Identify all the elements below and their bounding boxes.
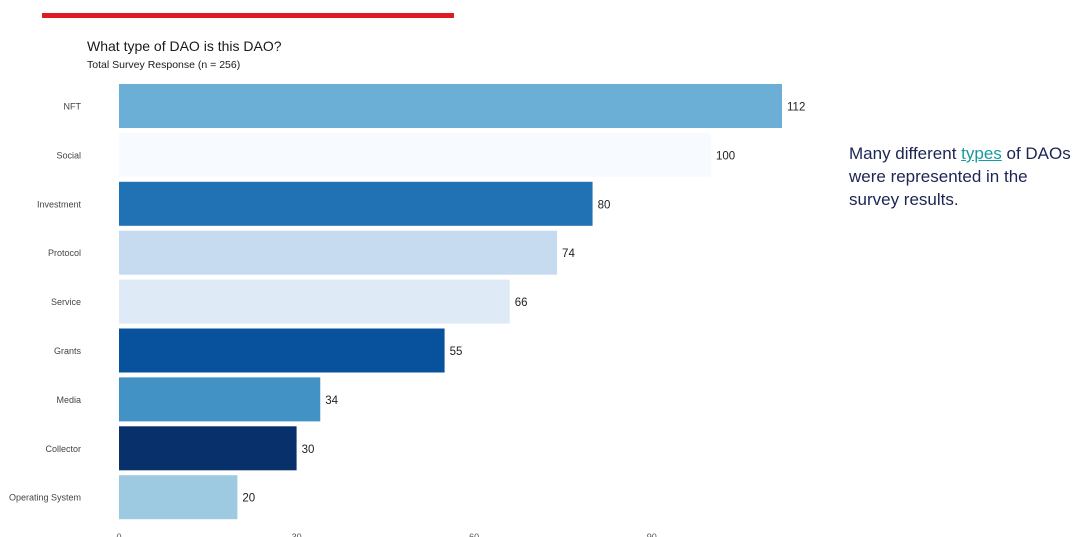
category-label-media: Media	[56, 395, 81, 405]
value-label-nft: 112	[787, 102, 805, 114]
x-tick-label-30: 30	[292, 532, 302, 537]
category-label-operating-system: Operating System	[9, 493, 81, 503]
bar-operating-system	[119, 475, 238, 520]
bar-media	[119, 377, 321, 422]
note-text-end: of DAOs were represented in the survey r…	[849, 144, 1071, 209]
slide-note: Many different types of DAOs were repres…	[849, 142, 1074, 211]
value-label-collector: 30	[302, 444, 315, 456]
chart-title: What type of DAO is this DAO?	[87, 38, 282, 54]
note-text-start: Many different	[849, 144, 962, 163]
value-label-investment: 80	[598, 199, 611, 211]
x-tick-label-90: 90	[647, 532, 657, 537]
x-tick-label-60: 60	[469, 532, 479, 537]
bar-chart: NFT 112 Social 100 Investment 80 Protocol 74 Ser…	[9, 84, 805, 537]
category-label-service: Service	[51, 297, 81, 307]
category-label-social: Social	[56, 150, 81, 160]
category-label-grants: Grants	[54, 346, 82, 356]
category-label-investment: Investment	[37, 199, 82, 209]
x-tick-label-0: 0	[116, 532, 121, 537]
chart-subtitle: Total Survey Response (n = 256)	[87, 59, 241, 71]
value-label-protocol: 74	[562, 248, 575, 260]
value-label-social: 100	[716, 150, 735, 162]
types-link[interactable]: types	[961, 144, 1002, 163]
bar-protocol	[119, 230, 558, 275]
value-label-media: 34	[325, 395, 338, 407]
value-label-grants: 55	[450, 346, 463, 358]
bar-grants	[119, 328, 445, 373]
bar-service	[119, 279, 510, 324]
value-label-service: 66	[515, 297, 528, 309]
category-label-nft: NFT	[64, 102, 82, 112]
bar-social	[119, 132, 711, 177]
title-underline	[42, 13, 454, 18]
bar-collector	[119, 426, 297, 471]
category-label-protocol: Protocol	[48, 248, 81, 258]
bar-investment	[119, 181, 593, 226]
category-label-collector: Collector	[45, 444, 81, 454]
bar-nft	[119, 84, 782, 128]
value-label-operating-system: 20	[242, 493, 255, 505]
